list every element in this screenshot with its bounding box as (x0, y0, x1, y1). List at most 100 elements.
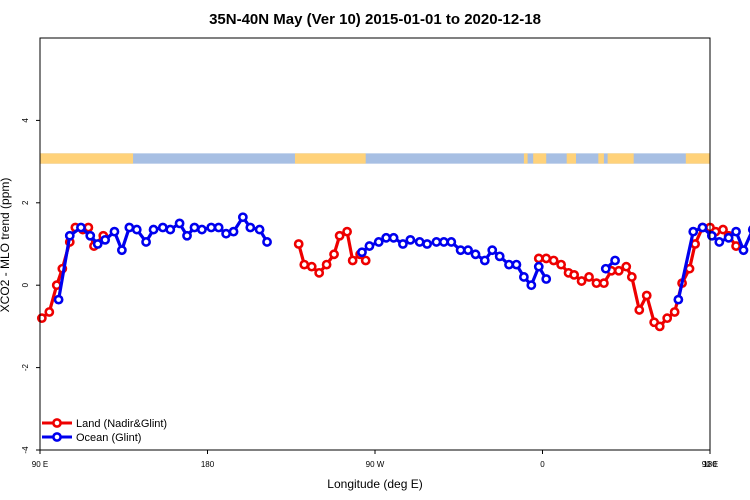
data-point (189, 222, 200, 233)
chart-title: 35N-40N May (Ver 10) 2015-01-01 to 2020-… (209, 11, 541, 28)
data-point (206, 222, 217, 233)
data-point (626, 272, 637, 282)
data-point (541, 253, 552, 264)
data-point (85, 230, 96, 241)
data-point (738, 245, 749, 256)
data-point (342, 226, 352, 237)
x-tick-label: 180 (201, 460, 215, 469)
data-point (131, 224, 142, 235)
y-axis-ticks: -4 -2 0 2 4 (21, 118, 40, 454)
data-point (723, 232, 734, 243)
data-point (360, 255, 371, 266)
data-point (165, 224, 176, 235)
legend-marker (52, 418, 62, 428)
data-point (197, 224, 207, 235)
data-point (182, 230, 192, 241)
data-point (174, 218, 185, 229)
data-point (228, 226, 239, 237)
land-band (566, 153, 576, 164)
data-point (44, 307, 55, 317)
data-point (455, 245, 466, 256)
data-point (357, 247, 367, 258)
data-point (262, 237, 272, 247)
legend-marker (52, 432, 62, 442)
data-point (116, 245, 127, 256)
data-point (213, 222, 224, 233)
land-band (40, 153, 134, 164)
data-point (541, 274, 552, 284)
data-point (706, 230, 717, 241)
data-point (92, 239, 103, 249)
data-point (613, 265, 624, 276)
data-point (600, 263, 611, 274)
y-tick-label: -2 (21, 363, 30, 371)
data-point (293, 239, 304, 249)
data-point (414, 237, 425, 247)
data-point (714, 237, 725, 247)
data-point (321, 259, 332, 270)
data-point (673, 294, 684, 305)
y-tick-label: 0 (21, 282, 30, 287)
data-point (569, 269, 580, 280)
data-point (584, 272, 594, 282)
data-point (373, 237, 384, 247)
data-point (109, 226, 120, 237)
data-point (610, 255, 620, 266)
data-series (36, 212, 750, 332)
land-ocean-mask-strip (40, 153, 710, 164)
data-point (697, 222, 708, 233)
x-tick-label: 0 (540, 460, 545, 469)
data-point (526, 280, 537, 291)
data-point (479, 255, 490, 266)
data-point (36, 313, 47, 324)
data-point (438, 237, 449, 247)
data-point (518, 272, 529, 282)
data-point (422, 239, 433, 249)
data-point (364, 241, 375, 251)
data-point (254, 224, 265, 235)
data-point (405, 234, 416, 245)
data-point (634, 305, 645, 315)
data-point (533, 253, 544, 264)
data-point (306, 261, 317, 272)
y-tick-label: 4 (21, 118, 30, 123)
land-band (685, 153, 710, 164)
data-point (314, 267, 325, 278)
data-point (669, 307, 680, 317)
data-point (237, 212, 248, 223)
land-band (294, 153, 366, 164)
data-point (688, 226, 699, 237)
data-point (157, 222, 168, 233)
y-tick-label: -4 (21, 446, 30, 454)
data-point (329, 249, 339, 260)
data-point (487, 245, 498, 256)
data-point (576, 276, 587, 286)
data-point (64, 230, 75, 241)
data-point (299, 259, 310, 270)
data-point (141, 237, 151, 247)
land-band (533, 153, 547, 164)
data-point (641, 290, 652, 301)
data-point (148, 224, 159, 235)
land-band (598, 153, 604, 164)
data-point (381, 232, 392, 243)
data-point (100, 234, 111, 245)
data-point (548, 255, 559, 266)
data-point (662, 313, 673, 324)
data-point (511, 259, 522, 270)
data-point (463, 245, 473, 256)
legend-label: Ocean (Glint) (76, 432, 141, 444)
data-point (718, 224, 728, 235)
data-point (470, 249, 481, 260)
x-tick-label: 180 (703, 460, 717, 469)
y-tick-label: 2 (21, 200, 30, 205)
data-point (731, 241, 741, 251)
x-tick-label: 90 E (32, 460, 48, 469)
data-point (245, 222, 256, 233)
data-point (533, 261, 544, 272)
data-point (398, 239, 408, 249)
x-tick-label: 90 W (366, 460, 385, 469)
data-point (591, 278, 602, 289)
legend: Land (Nadir&Glint) Ocean (Glint) (42, 418, 167, 444)
